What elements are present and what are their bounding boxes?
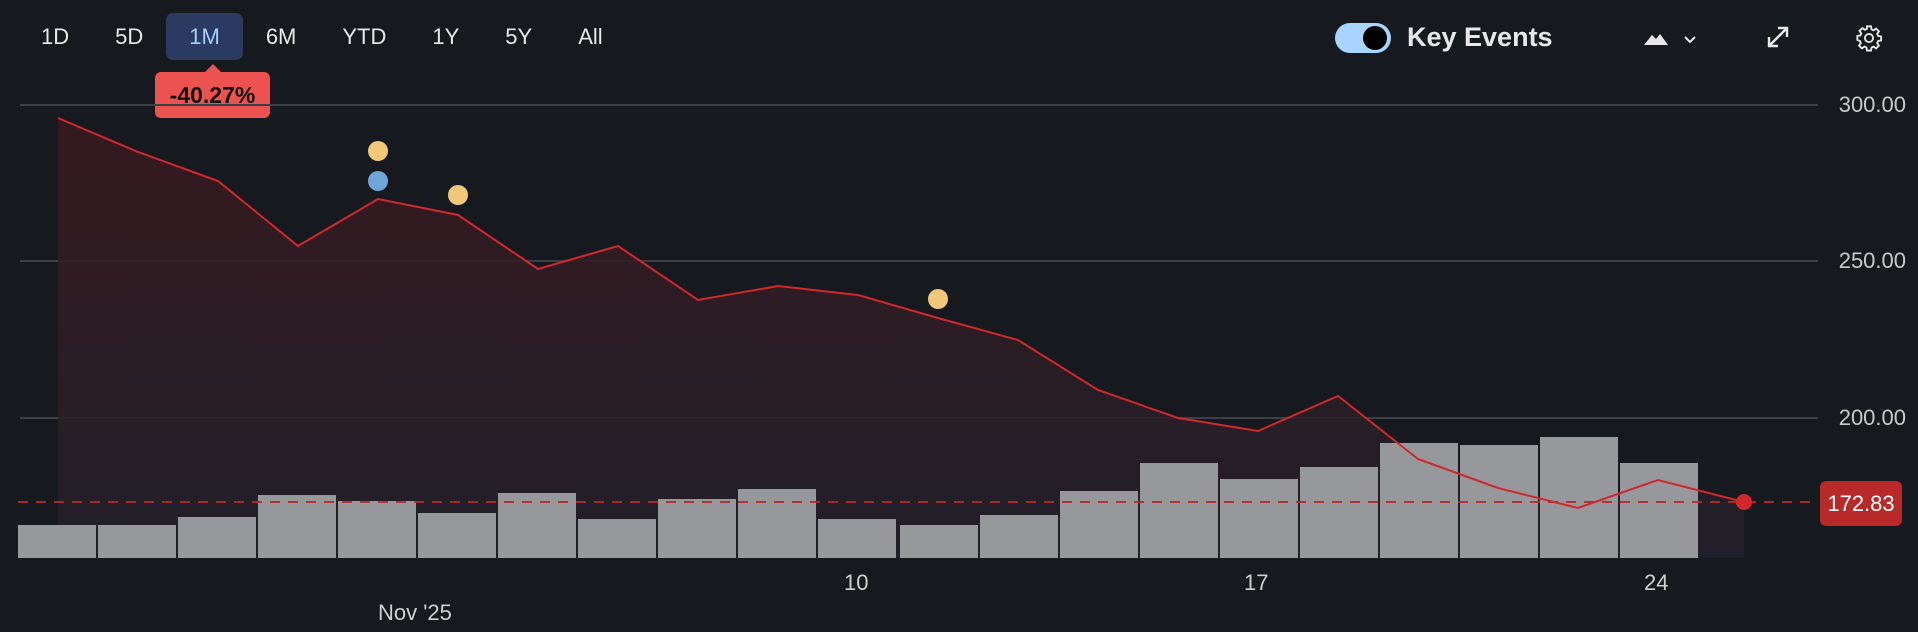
expand-button[interactable] [1765,24,1791,55]
y-label-300: 300.00 [1838,92,1906,117]
key-events-toggle[interactable] [1335,23,1391,53]
price-area-fill [58,118,1744,558]
y-label-250: 250.00 [1838,248,1906,273]
x-label-24: 24 [1644,570,1669,595]
event-marker-yellow [928,289,948,309]
event-marker-yellow [448,185,468,205]
event-marker-yellow [368,141,388,161]
range-all[interactable]: All [578,23,603,49]
toggle-knob [1363,26,1387,50]
period-change-badge: -40.27% [155,64,270,118]
gear-icon [1856,25,1883,52]
current-price-dot [1736,494,1752,510]
range-5y[interactable]: 5Y [505,23,533,49]
chart-type-button[interactable] [1640,26,1696,55]
range-1y[interactable]: 1Y [432,23,460,49]
expand-icon [1767,26,1789,48]
range-5d[interactable]: 5D [115,23,144,49]
range-1d[interactable]: 1D [41,23,70,49]
price-line [57,117,1745,510]
settings-button[interactable] [1855,24,1883,57]
x-label-month: Nov '25 [378,600,452,625]
key-event-markers [368,141,948,309]
range-selector: 1D 5D 1M 6M YTD 1Y 5Y All [18,13,626,60]
event-marker-blue [368,171,388,191]
x-label-17: 17 [1244,570,1269,595]
key-events-label: Key Events [1407,22,1553,52]
y-label-200: 200.00 [1838,405,1906,430]
chevron-down-icon [1684,36,1696,44]
range-1m[interactable]: 1M [166,13,243,60]
mountain-icon [1644,34,1668,45]
x-label-10: 10 [844,570,869,595]
range-ytd[interactable]: YTD [342,23,387,49]
current-price-tag: 172.83 [1820,481,1902,526]
range-6m[interactable]: 6M [265,23,297,49]
